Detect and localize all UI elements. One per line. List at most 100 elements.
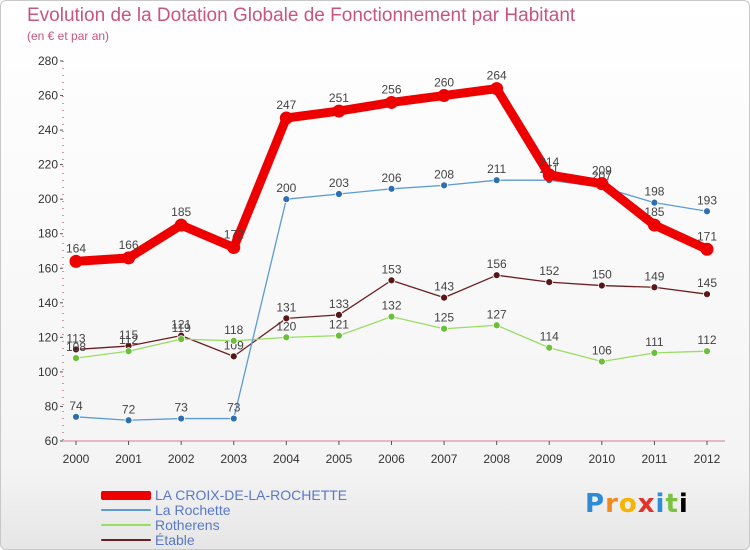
- x-tick-label: 2006: [378, 452, 405, 466]
- y-tick-label: 280: [38, 54, 58, 68]
- data-point: [282, 314, 291, 323]
- data-point: [703, 290, 711, 299]
- data-label: 185: [171, 205, 191, 219]
- legend-label-croix: LA CROIX-DE-LA-ROCHETTE: [155, 487, 348, 503]
- data-label: 127: [487, 307, 507, 321]
- y-tick-label: 100: [38, 365, 58, 379]
- data-point: [282, 333, 291, 342]
- data-point: [335, 331, 343, 340]
- data-point: [440, 181, 448, 190]
- data-label: 264: [487, 69, 507, 83]
- y-tick-label: 180: [38, 227, 58, 241]
- data-point: [229, 352, 238, 361]
- data-point: [545, 278, 554, 286]
- data-label: 73: [174, 401, 188, 415]
- x-tick-label: 2003: [220, 452, 247, 466]
- data-label: 108: [66, 340, 86, 354]
- data-label: 145: [697, 276, 717, 290]
- data-label: 121: [329, 318, 349, 332]
- data-label: 198: [644, 185, 664, 199]
- data-label: 150: [592, 268, 612, 282]
- legend-item-croix: LA CROIX-DE-LA-ROCHETTE: [101, 487, 347, 503]
- chart-title: Evolution de la Dotation Globale de Fonc…: [27, 5, 576, 26]
- data-label: 164: [66, 241, 86, 255]
- legend-label-la-rochette: La Rochette: [155, 502, 231, 518]
- x-tick-label: 2004: [273, 452, 300, 466]
- data-label: 132: [381, 299, 401, 313]
- data-label: 118: [224, 323, 243, 337]
- data-label: 251: [329, 91, 349, 105]
- data-point: [282, 195, 291, 204]
- data-label: 185: [644, 205, 664, 219]
- data-label: 156: [487, 257, 507, 271]
- x-tick-label: 2010: [588, 452, 615, 466]
- data-point: [332, 104, 346, 118]
- legend-item-la-rochette: La Rochette: [101, 502, 231, 518]
- data-point: [647, 218, 661, 232]
- series-0: 164 166 185 172 247 251 256 260 264 214 209 185 171: [66, 69, 717, 268]
- data-label: 166: [119, 238, 139, 252]
- data-point: [597, 357, 606, 366]
- data-label: 209: [592, 164, 612, 178]
- y-tick-label: 60: [45, 434, 59, 448]
- data-label: 125: [434, 311, 454, 325]
- data-label: 193: [697, 193, 717, 207]
- y-tick-label: 120: [38, 330, 58, 344]
- y-tick-label: 140: [38, 296, 58, 310]
- data-label: 203: [329, 176, 349, 190]
- legend-swatch-rotherens: [101, 524, 151, 526]
- data-point: [229, 336, 238, 345]
- data-label: 113: [66, 331, 85, 345]
- data-label: 149: [644, 269, 664, 283]
- data-point: [124, 347, 133, 356]
- data-label: 73: [227, 401, 241, 415]
- data-point: [700, 242, 714, 256]
- data-label: 214: [539, 155, 559, 169]
- data-label: 247: [276, 98, 296, 112]
- legend-label-rotherens: Rotherens: [155, 517, 220, 533]
- data-label: 260: [434, 76, 454, 90]
- data-label: 206: [381, 171, 401, 185]
- data-point: [437, 89, 451, 103]
- data-label: 120: [276, 319, 296, 333]
- data-point: [72, 412, 80, 421]
- data-point: [72, 345, 80, 354]
- logo-letter: x: [637, 489, 656, 519]
- data-point: [650, 349, 659, 357]
- data-point: [492, 176, 501, 185]
- data-label: 172: [224, 228, 244, 242]
- data-label: 153: [381, 262, 401, 276]
- data-point: [492, 321, 501, 330]
- data-point: [492, 271, 501, 280]
- data-point: [595, 177, 609, 191]
- data-label: 121: [171, 318, 191, 332]
- proxiti-logo: Proxiti: [585, 489, 689, 519]
- x-tick-label: 2007: [431, 452, 458, 466]
- logo-letter: t: [665, 489, 679, 519]
- data-label: 133: [329, 297, 349, 311]
- data-label: 74: [69, 399, 83, 413]
- data-label: 211: [487, 162, 506, 176]
- data-label: 256: [381, 82, 401, 96]
- data-label: 131: [276, 300, 296, 314]
- data-point: [69, 254, 83, 268]
- series-2: 108 112 119 118 120 121 132 125 127 114 106 111 112: [66, 299, 717, 366]
- chart-subtitle: (en € et par an): [27, 29, 110, 43]
- data-point: [703, 207, 711, 216]
- x-tick-label: 2001: [115, 452, 142, 466]
- data-point: [174, 218, 188, 232]
- data-point: [72, 354, 80, 362]
- data-point: [650, 283, 659, 292]
- x-tick-label: 2005: [326, 452, 353, 466]
- data-label: 143: [434, 280, 454, 294]
- logo-letter: i: [678, 489, 689, 519]
- x-tick-label: 2012: [694, 452, 721, 466]
- data-point: [545, 343, 554, 352]
- logo-letter: i: [655, 489, 666, 519]
- y-tick-label: 260: [38, 89, 58, 103]
- x-tick-label: 2008: [483, 452, 510, 466]
- legend-swatch-etable: [101, 539, 151, 541]
- logo-letter: r: [605, 489, 619, 519]
